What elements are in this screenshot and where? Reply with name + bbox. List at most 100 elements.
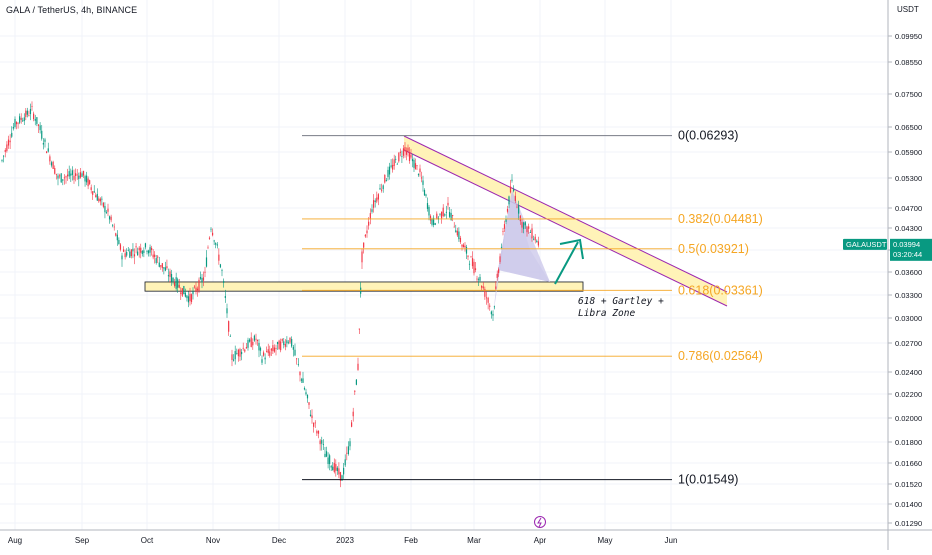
symbol-tag xyxy=(843,238,887,250)
candle-body xyxy=(388,166,391,175)
candle-body xyxy=(269,351,271,356)
candle-body xyxy=(382,185,384,190)
candle-body xyxy=(87,178,89,187)
candle-body xyxy=(428,207,430,216)
candle-body xyxy=(516,206,518,208)
candle-body xyxy=(364,234,366,237)
time-tick-label: Sep xyxy=(75,536,90,545)
candle-body xyxy=(28,115,30,117)
candle-body xyxy=(255,338,257,340)
candle-body xyxy=(352,411,354,417)
candle-body xyxy=(343,467,345,475)
candle-body xyxy=(291,339,293,347)
candle-body xyxy=(371,209,373,212)
candle-body xyxy=(113,226,115,228)
candle-body xyxy=(377,194,379,200)
candle-body xyxy=(241,351,243,355)
candle-body xyxy=(119,244,122,250)
time-tick-label: Nov xyxy=(206,536,220,545)
candle-body xyxy=(292,346,294,350)
candle-body xyxy=(273,347,276,352)
candle-body xyxy=(213,240,215,242)
candle-body xyxy=(341,475,343,481)
price-tick-label: 0.04700 xyxy=(895,204,922,213)
candle-body xyxy=(34,118,36,121)
candle-body xyxy=(15,122,18,125)
time-tick-label: Jun xyxy=(665,536,678,545)
candle-body xyxy=(300,379,303,381)
candle-body xyxy=(204,271,206,273)
candle-body xyxy=(308,402,310,405)
candle-body xyxy=(63,177,65,179)
time-tick-label: May xyxy=(597,536,612,545)
candle-body xyxy=(135,246,137,248)
candle-body xyxy=(163,267,165,269)
candle-body xyxy=(108,216,111,220)
candle-body xyxy=(407,147,409,152)
candle-body xyxy=(408,152,411,161)
projection-arrow-shaft xyxy=(554,241,579,285)
candle-body xyxy=(44,139,46,142)
candle-body xyxy=(514,195,516,201)
drawing-layer: 0(0.06293) 0.382(0.04481) 0.5(0.03921) 0.61… xyxy=(302,129,763,487)
candle-body xyxy=(124,253,126,258)
price-tick-label: 0.02400 xyxy=(895,368,922,377)
candle-body xyxy=(470,256,472,258)
candle-body xyxy=(234,351,236,360)
candle-body xyxy=(306,394,309,399)
candle-body xyxy=(221,270,223,271)
candle-body xyxy=(363,242,365,248)
candle-body xyxy=(141,251,143,255)
time-tick-label: Aug xyxy=(8,536,22,545)
candle-body xyxy=(193,286,196,288)
candle-body xyxy=(358,328,360,330)
candle-body xyxy=(79,172,81,178)
candle-body xyxy=(305,392,307,395)
candle-body xyxy=(275,347,277,349)
candle-body xyxy=(335,464,337,471)
price-tick-label: 0.05300 xyxy=(895,174,922,183)
candle-body xyxy=(355,379,357,385)
candle-body xyxy=(523,222,525,230)
candle-body xyxy=(468,263,471,265)
candle-body xyxy=(453,226,455,228)
candle-body xyxy=(122,249,125,252)
candle-body xyxy=(42,143,44,145)
candle-body xyxy=(158,262,160,267)
candle-body xyxy=(252,341,254,346)
candle-body xyxy=(233,359,235,361)
price-tick-label: 0.05900 xyxy=(895,148,922,157)
candle-body xyxy=(231,354,233,360)
candle-body xyxy=(416,165,418,167)
candle-body xyxy=(283,341,285,345)
candle-body xyxy=(226,308,228,314)
candle-body xyxy=(259,347,262,351)
candle-body xyxy=(26,110,28,115)
candle-body xyxy=(189,293,191,302)
candle-body xyxy=(151,247,153,251)
candle-body xyxy=(186,295,188,299)
candle-body xyxy=(245,347,247,349)
candle-body xyxy=(190,294,193,303)
fib-level-label: 0.618(0.03361) xyxy=(678,283,763,297)
candle-body xyxy=(347,446,349,455)
candle-body xyxy=(344,459,346,466)
candle-body xyxy=(392,164,394,170)
candle-body xyxy=(384,174,386,183)
candle-body xyxy=(398,152,400,162)
candle-body xyxy=(17,122,19,124)
candle-body xyxy=(373,200,375,208)
candle-body xyxy=(140,247,142,253)
candle-body xyxy=(207,247,209,249)
candle-body xyxy=(20,117,22,120)
candle-body xyxy=(376,197,378,202)
candle-body xyxy=(127,249,129,251)
candle-body xyxy=(224,296,226,298)
candle-body xyxy=(229,335,231,337)
candle-body xyxy=(239,349,241,357)
candle-body xyxy=(264,357,266,360)
candle-body xyxy=(506,208,509,212)
